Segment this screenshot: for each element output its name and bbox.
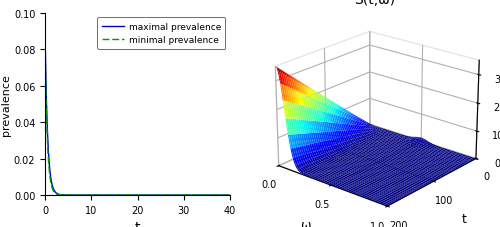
minimal prevalence xyxy=(222,194,228,197)
Y-axis label: t: t xyxy=(462,212,466,225)
minimal prevalence xyxy=(227,194,233,197)
X-axis label: ω: ω xyxy=(300,218,310,227)
minimal prevalence xyxy=(132,194,138,197)
maximal prevalence xyxy=(227,194,233,197)
maximal prevalence xyxy=(222,194,228,197)
maximal prevalence xyxy=(127,194,133,197)
Y-axis label: prevalence: prevalence xyxy=(1,74,11,135)
maximal prevalence xyxy=(42,30,48,33)
maximal prevalence xyxy=(52,190,58,192)
Line: minimal prevalence: minimal prevalence xyxy=(45,41,230,195)
minimal prevalence xyxy=(127,194,133,197)
Line: maximal prevalence: maximal prevalence xyxy=(45,32,230,195)
minimal prevalence xyxy=(42,39,48,42)
maximal prevalence xyxy=(132,194,138,197)
minimal prevalence xyxy=(188,194,194,197)
minimal prevalence xyxy=(52,191,58,194)
maximal prevalence xyxy=(222,194,228,197)
Legend: maximal prevalence, minimal prevalence: maximal prevalence, minimal prevalence xyxy=(97,18,226,49)
maximal prevalence xyxy=(188,194,194,197)
minimal prevalence xyxy=(222,194,228,197)
X-axis label: t: t xyxy=(135,220,140,227)
Title: S(t,ω): S(t,ω) xyxy=(354,0,396,7)
